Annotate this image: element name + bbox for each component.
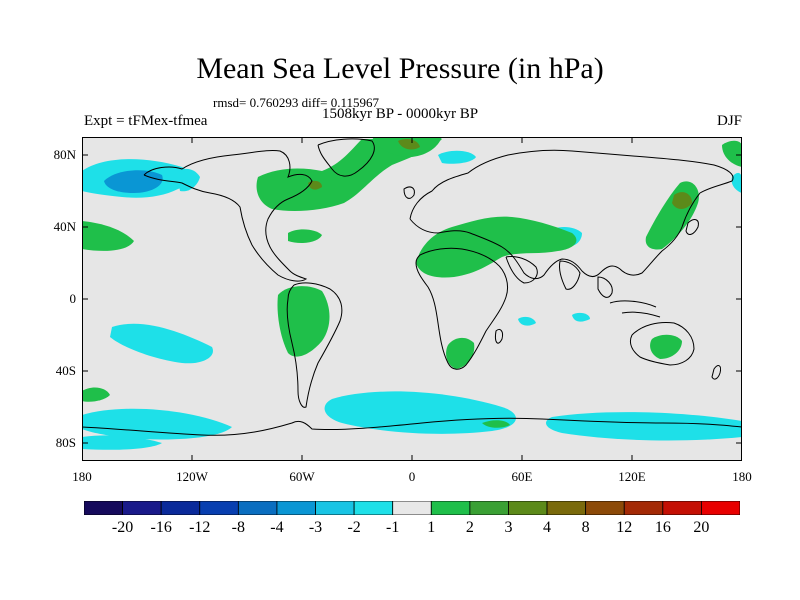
colorbar-box	[392, 501, 432, 515]
colorbar-label: -3	[308, 519, 323, 536]
lat-tick-label: 80N	[53, 147, 76, 162]
map-title: Mean Sea Level Pressure (in hPa)	[196, 52, 604, 85]
colorbar-label: 3	[504, 519, 513, 536]
east-pacific-south-region	[110, 323, 213, 364]
indian-ocean-spot-2	[572, 312, 590, 322]
colorbar-box	[430, 501, 471, 515]
colorbar-label: -4	[270, 519, 284, 536]
colorbar-box	[623, 501, 664, 515]
mid-atlantic-region	[288, 229, 322, 243]
coastlines	[82, 138, 742, 436]
time-period-label: 1508kyr BP - 0000kyr BP	[322, 106, 479, 122]
colorbar-box	[199, 501, 239, 515]
colorbar-label: -2	[347, 519, 361, 536]
lon-tick-label: 120W	[176, 469, 208, 484]
colorbar-label: 1	[427, 519, 436, 536]
lon-tick-label: 0	[408, 469, 416, 484]
alaska-region	[177, 168, 200, 192]
north-america-coast	[143, 150, 313, 282]
map-frame	[82, 137, 742, 461]
north-pacific-west-region	[82, 221, 134, 251]
madagascar-coast	[495, 328, 503, 344]
colorbar-box	[160, 501, 201, 515]
colorbar-box	[237, 501, 278, 515]
pressure-anomaly-map	[82, 137, 742, 461]
arabia-coast	[505, 256, 538, 284]
southern-ocean-east-region	[546, 412, 742, 441]
colorbar-box	[122, 501, 162, 515]
colorbar-label: 4	[543, 519, 552, 536]
australia-high-region	[650, 334, 682, 359]
colorbar-box	[662, 501, 702, 515]
colorbar-label: 12	[616, 519, 633, 536]
rmsd-diff-stats: rmsd= 0.760293 diff= 0.115967	[213, 95, 379, 110]
greenland-high-core	[398, 139, 420, 150]
south-america-high-region	[277, 286, 330, 357]
colorbar-box	[701, 501, 740, 515]
colorbar-label: -16	[150, 519, 172, 536]
colorbar-label: -1	[386, 519, 400, 536]
colorbar-label: 2	[465, 519, 474, 536]
lat-tick-label: 40N	[53, 219, 76, 234]
southern-ocean-west-region	[82, 408, 232, 440]
lon-tick-label: 180	[72, 469, 92, 484]
lon-tick-label: 60E	[511, 469, 533, 484]
lon-tick-label: 180	[732, 469, 752, 484]
lat-tick-label: 40S	[55, 363, 76, 378]
colorbar-label: -8	[231, 519, 245, 536]
colorbar-label: 8	[581, 519, 590, 536]
colorbar-box	[315, 501, 355, 515]
lon-tick-label: 60W	[289, 469, 315, 484]
indian-ocean-south-region	[482, 420, 510, 428]
eurasia-coast	[409, 149, 734, 280]
europe-north-africa-high-region	[416, 216, 577, 278]
uk-coast	[403, 186, 415, 199]
atlantic-high-core	[308, 180, 322, 190]
colorbar-box	[84, 501, 123, 515]
positive-anomaly-regions	[82, 137, 742, 428]
greenland-coast	[317, 138, 375, 177]
east-asia-high-core	[672, 192, 692, 209]
colorbar	[84, 501, 740, 515]
north-atlantic-high-region	[256, 139, 442, 211]
colorbar-box	[276, 501, 316, 515]
colorbar-box	[585, 501, 625, 515]
lat-tick-label: 80S	[55, 435, 76, 450]
arctic-pacific-region	[722, 140, 742, 167]
colorbar-label: 16	[654, 519, 671, 536]
colorbar-box	[508, 501, 548, 515]
japan-coast	[685, 219, 699, 235]
colorbar-box	[546, 501, 587, 515]
south-atlantic-band-region	[324, 391, 516, 434]
south-pacific-east-region	[82, 387, 110, 402]
africa-coast	[415, 247, 509, 370]
lon-tick-label: 120E	[618, 469, 646, 484]
far-east-pacific-spot	[731, 172, 742, 193]
north-atlantic-small-region	[438, 150, 476, 164]
colorbar-label: 20	[693, 519, 710, 536]
colorbar-label: -20	[111, 519, 134, 536]
colorbar-box	[353, 501, 394, 515]
lat-tick-label: 0	[69, 291, 77, 306]
north-pacific-core-region	[104, 170, 163, 193]
season-label: DJF	[716, 113, 742, 129]
antarctic-edge-region	[82, 435, 162, 450]
experiment-label: Expt = tFMex-tfmea	[84, 113, 208, 129]
southeast-asia-coast	[597, 276, 613, 298]
antarctica-coast	[82, 417, 742, 436]
new-zealand-coast	[711, 365, 721, 380]
south-america-coast	[286, 282, 343, 408]
india-coast	[559, 260, 581, 290]
indonesia-coast	[609, 300, 661, 318]
colorbar-label: -12	[189, 519, 211, 536]
colorbar-box	[469, 501, 509, 515]
indian-ocean-spot-1	[518, 316, 536, 326]
colorbar-boxes	[84, 501, 740, 515]
australia-coast	[629, 322, 695, 366]
southern-africa-high-region	[446, 337, 475, 369]
